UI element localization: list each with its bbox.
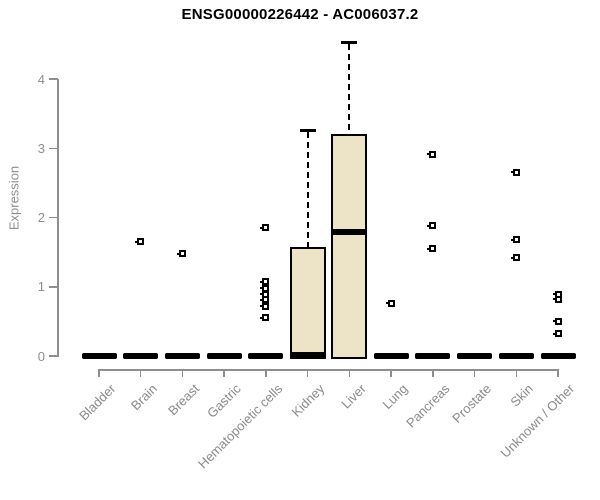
chart-title: ENSG00000226442 - AC006037.2 <box>181 6 419 23</box>
flat-box-prostate <box>457 353 493 359</box>
flat-box-unknown-other <box>540 353 576 359</box>
x-tick-gastric <box>223 369 225 377</box>
whisker-kidney <box>306 132 309 248</box>
x-tick-bladder <box>98 369 100 377</box>
outlier-hematopoietic-cells-4 <box>260 296 270 304</box>
y-tick-label-0: 0 <box>37 348 45 364</box>
whisker-cap-liver <box>341 41 358 44</box>
y-tick-label-2: 2 <box>37 210 45 225</box>
outlier-brain-0 <box>135 238 145 246</box>
y-tick-4 <box>49 78 58 80</box>
flat-box-skin <box>498 353 534 359</box>
outlier-skin-0 <box>510 168 520 176</box>
x-tick-label-skin: Skin <box>507 381 536 410</box>
outlier-unknown-other-1 <box>552 295 562 303</box>
flat-box-lung <box>373 353 409 359</box>
outlier-hematopoietic-cells-0 <box>260 224 270 232</box>
x-tick-kidney <box>306 369 309 377</box>
outlier-pancreas-0 <box>427 150 437 158</box>
y-tick-2 <box>49 216 58 219</box>
outlier-skin-1 <box>510 236 520 244</box>
outlier-pancreas-1 <box>427 222 437 230</box>
x-tick-pancreas <box>432 369 434 377</box>
median-liver <box>331 229 368 236</box>
y-tick-1 <box>49 286 58 288</box>
y-tick-0 <box>49 355 58 357</box>
box-kidney <box>289 247 326 359</box>
outlier-breast-0 <box>176 250 186 257</box>
x-tick-prostate <box>473 369 476 377</box>
outlier-unknown-other-3 <box>552 330 562 338</box>
x-tick-brain <box>139 369 142 377</box>
flat-box-breast <box>164 353 200 359</box>
outlier-hematopoietic-cells-5 <box>260 302 270 310</box>
box-liver <box>331 134 368 359</box>
x-tick-breast <box>181 369 184 377</box>
x-tick-label-breast: Breast <box>164 381 203 419</box>
y-tick-3 <box>49 147 58 149</box>
y-tick-label-1: 1 <box>37 279 45 295</box>
x-axis-line <box>98 369 559 371</box>
median-kidney <box>289 351 326 358</box>
flat-box-pancreas <box>415 353 451 359</box>
outlier-pancreas-2 <box>427 245 437 253</box>
flat-box-brain <box>123 353 159 359</box>
outlier-lung-0 <box>385 299 395 307</box>
x-tick-label-prostate: Prostate <box>449 381 495 426</box>
x-tick-label-liver: Liver <box>338 381 369 412</box>
x-tick-hematopoietic-cells <box>265 369 267 377</box>
flat-box-gastric <box>206 353 242 359</box>
flat-box-hematopoietic-cells <box>248 353 284 359</box>
x-tick-label-pancreas: Pancreas <box>403 381 453 431</box>
x-tick-unknown-other <box>557 369 559 377</box>
whisker-cap-kidney <box>299 129 316 132</box>
x-tick-skin <box>515 369 518 377</box>
x-tick-label-bladder: Bladder <box>76 381 119 424</box>
outlier-hematopoietic-cells-2 <box>260 284 270 292</box>
x-tick-label-unknown-other: Unknown / Other <box>498 381 578 461</box>
outlier-hematopoietic-cells-1 <box>260 278 270 286</box>
x-tick-label-kidney: Kidney <box>288 381 328 420</box>
y-tick-label-3: 3 <box>37 140 45 156</box>
x-tick-lung <box>390 369 392 377</box>
x-tick-label-lung: Lung <box>379 381 411 413</box>
x-tick-label-gastric: Gastric <box>204 381 244 421</box>
outlier-skin-2 <box>510 254 520 262</box>
whisker-liver <box>348 44 351 135</box>
outlier-hematopoietic-cells-6 <box>260 314 270 322</box>
x-tick-liver <box>348 369 351 377</box>
y-tick-label-4: 4 <box>37 71 45 87</box>
outlier-unknown-other-2 <box>552 317 562 325</box>
x-tick-label-brain: Brain <box>128 381 161 414</box>
flat-box-bladder <box>81 353 117 359</box>
